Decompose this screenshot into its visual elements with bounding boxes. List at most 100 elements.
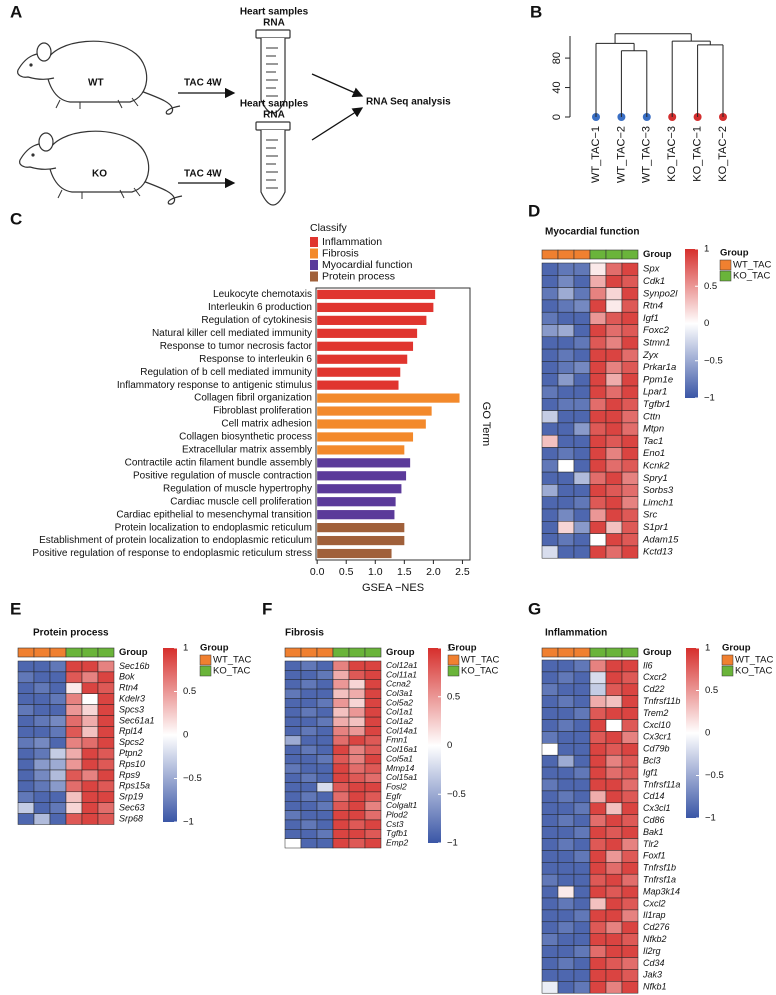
heatmap-cell xyxy=(557,981,575,994)
heatmap-cell xyxy=(557,373,575,387)
row-label: S1pr1 xyxy=(643,522,668,533)
heatmap-cell xyxy=(589,311,607,325)
heatmap-cell xyxy=(621,897,639,911)
heatmap-cell xyxy=(557,707,575,720)
heatmap-cell xyxy=(541,434,559,448)
heatmap-cell xyxy=(541,814,559,827)
heatmap-cell xyxy=(573,447,591,461)
row-label: Tgfbr1 xyxy=(643,399,670,410)
heatmap-cell xyxy=(300,744,318,755)
heatmap-cell xyxy=(605,496,623,510)
heatmap-cell xyxy=(541,287,559,301)
row-label: Plod2 xyxy=(386,810,408,820)
category-label: Natural killer cell mediated immunity xyxy=(152,328,312,339)
heatmap-cell xyxy=(348,772,366,783)
heatmap-cell xyxy=(621,521,639,534)
group-annotation xyxy=(573,249,591,260)
heatmap-cell xyxy=(621,826,639,839)
group-annotation xyxy=(557,647,575,658)
category-label: Regulation of muscle hypertrophy xyxy=(163,483,312,494)
heatmap-cell xyxy=(316,726,334,737)
row-label: Synpo2l xyxy=(643,288,678,299)
heatmap-cell xyxy=(332,660,350,671)
category-label: Cardiac muscle cell proliferation xyxy=(170,496,312,507)
group-annotation xyxy=(364,647,382,658)
heatmap-cell xyxy=(589,422,607,436)
heatmap-cell xyxy=(605,790,623,804)
legend-swatch xyxy=(721,665,734,677)
heatmap-cell xyxy=(284,716,302,727)
row-label: Eno1 xyxy=(643,448,665,459)
heatmap-cell xyxy=(541,336,559,350)
heatmap-cell xyxy=(621,850,639,863)
row-label: Srp19 xyxy=(119,792,143,802)
heatmap-cell xyxy=(541,299,559,313)
row-label: Stmn1 xyxy=(643,337,670,348)
heatmap-cell xyxy=(541,719,559,732)
heatmap-cell xyxy=(49,693,67,705)
heatmap-cell xyxy=(332,838,350,849)
heatmap-cell xyxy=(621,969,639,982)
heatmap-cell xyxy=(557,754,575,768)
heatmap-cell xyxy=(605,695,623,708)
colorbar-label: −1 xyxy=(183,817,194,828)
group-annotation xyxy=(541,249,559,260)
heatmap-cell xyxy=(605,802,623,815)
row-label: Egfr xyxy=(386,791,403,801)
y-axis-title: GO Term xyxy=(480,402,492,446)
heatmap-cell xyxy=(573,695,591,708)
heatmap-cell xyxy=(17,813,35,825)
heatmap-cell xyxy=(605,287,623,301)
heatmap-cell xyxy=(541,802,559,815)
heatmap-cell xyxy=(49,747,67,760)
group-annotation xyxy=(300,647,318,658)
heatmap-cell xyxy=(621,766,639,780)
heatmap-cell xyxy=(541,731,559,744)
heatmap-cell xyxy=(81,791,99,803)
heatmap-cell xyxy=(605,311,623,325)
heatmap-cell xyxy=(97,769,115,782)
row-label: Srp68 xyxy=(119,813,143,823)
heatmap-cell xyxy=(81,693,99,705)
heatmap-cell xyxy=(573,287,591,301)
category-label: Positive regulation of response to endop… xyxy=(32,548,312,559)
heatmap-cell xyxy=(621,671,639,685)
bar xyxy=(317,289,436,300)
leaf-label: KO_TAC−1 xyxy=(692,126,704,182)
heatmap-cell xyxy=(332,698,350,709)
heatmap-cell xyxy=(557,434,575,448)
heatmap-cell xyxy=(557,361,575,374)
heatmap-cell xyxy=(589,826,607,839)
heatmap-cell xyxy=(541,683,559,696)
heatmap-cell xyxy=(605,385,623,399)
heatmap-cell xyxy=(589,447,607,461)
heatmap-cell xyxy=(605,957,623,970)
legend-label: WT_TAC xyxy=(461,655,499,666)
heatmap-cell xyxy=(589,909,607,923)
category-label: Regulation of cytokinesis xyxy=(201,315,312,326)
heatmap-cell xyxy=(557,521,575,534)
row-label: Tlr2 xyxy=(643,839,659,849)
legend-label: KO_TAC xyxy=(213,666,250,677)
colorbar xyxy=(428,648,441,843)
category-label: Leukocyte chemotaxis xyxy=(213,289,312,300)
panel-letter: F xyxy=(262,599,272,618)
row-label: Ccna2 xyxy=(386,679,411,689)
heatmap-cell xyxy=(284,782,302,793)
heatmap-cell xyxy=(97,758,115,771)
heatmap-cell xyxy=(284,838,302,849)
heatmap-cell xyxy=(541,484,559,497)
heatmap-cell xyxy=(541,695,559,708)
heatmap-cell xyxy=(557,348,575,362)
group-annotation xyxy=(97,647,115,658)
heatmap-cell xyxy=(621,434,639,448)
heatmap-cell xyxy=(332,829,350,839)
panel-letter: A xyxy=(10,2,22,21)
heatmap-cell xyxy=(573,850,591,863)
heatmap-cell xyxy=(541,348,559,362)
heatmap-cell xyxy=(332,744,350,755)
legend-label: Protein process xyxy=(322,270,395,282)
heatmap-cell xyxy=(97,660,115,673)
heatmap-cell xyxy=(557,945,575,958)
